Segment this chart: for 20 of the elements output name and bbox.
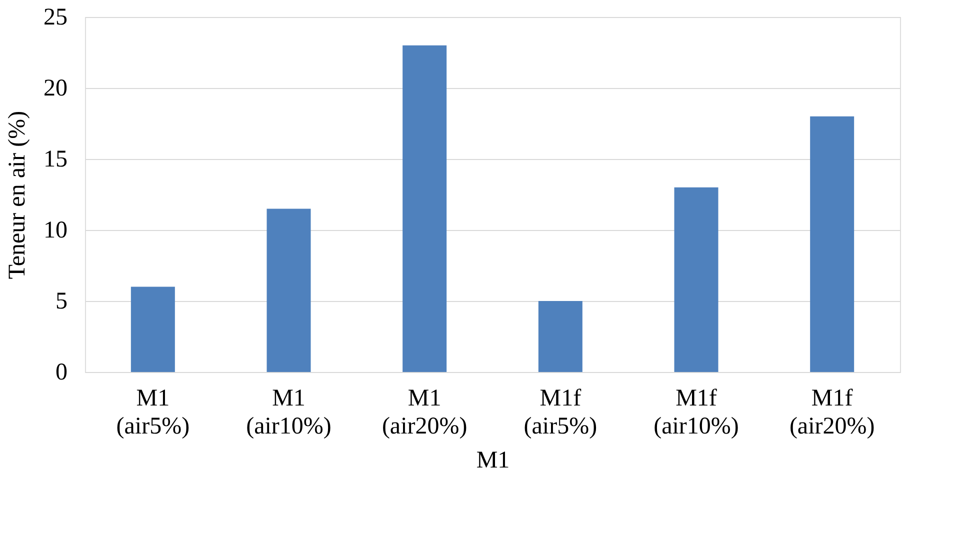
bar xyxy=(810,116,854,372)
bar xyxy=(130,286,175,372)
x-tick-label: M1 (air20%) xyxy=(382,386,468,440)
bar xyxy=(266,208,311,372)
y-tick-label: 0 xyxy=(56,360,68,386)
y-tick-label: 10 xyxy=(44,218,68,244)
y-tick-label: 20 xyxy=(44,76,68,102)
y-tick-label: 25 xyxy=(44,4,68,30)
x-tick-label: M1f (air20%) xyxy=(789,386,875,440)
bar xyxy=(402,45,447,372)
bar xyxy=(674,187,718,372)
x-tick-label: M1 (air5%) xyxy=(116,386,190,440)
y-tick-label: 5 xyxy=(56,288,68,314)
x-tick-label: M1f (air10%) xyxy=(654,386,739,440)
x-tick-label: M1f (air5%) xyxy=(524,386,598,440)
y-axis-title: Teneur en air (%) xyxy=(4,110,30,280)
y-tick-label: 15 xyxy=(44,146,68,172)
x-axis-title: M1 xyxy=(476,448,510,474)
x-tick-label: M1 (air10%) xyxy=(246,386,332,440)
bar xyxy=(538,301,582,372)
